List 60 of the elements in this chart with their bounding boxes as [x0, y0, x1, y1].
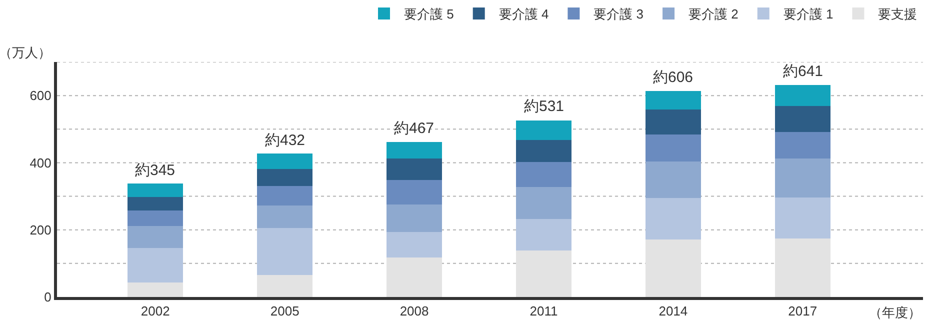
bar	[645, 198, 701, 240]
bar	[774, 238, 830, 297]
bar	[257, 274, 313, 297]
bar	[645, 162, 701, 198]
x-tick-label: 2017	[788, 304, 818, 319]
bar	[386, 180, 442, 204]
bar	[516, 219, 572, 251]
total-label: 約467	[394, 120, 434, 137]
x-tick-label: 2014	[658, 304, 688, 319]
bar	[257, 205, 313, 228]
bar	[774, 158, 830, 198]
total-label: 約606	[653, 69, 694, 86]
bar	[257, 228, 313, 275]
legend-label: 要介護 5	[404, 6, 454, 22]
bar	[128, 210, 184, 226]
bar	[516, 186, 572, 220]
legend-label: 要介護 3	[594, 6, 644, 22]
y-tick-label: 200	[30, 222, 52, 238]
bar	[386, 232, 442, 258]
bar	[516, 120, 572, 140]
total-label: 約531	[524, 98, 564, 115]
bar	[645, 134, 701, 162]
bar	[128, 248, 184, 283]
bar	[774, 197, 830, 239]
bar	[516, 250, 572, 297]
total-label: 約432	[265, 132, 306, 149]
y-tick-label: 0	[44, 290, 52, 305]
bar	[774, 132, 830, 158]
y-tick-label: 600	[30, 88, 52, 104]
x-tick-label: 2008	[400, 304, 429, 319]
bar	[645, 109, 701, 135]
x-tick-label: 2011	[530, 304, 558, 319]
bar	[516, 140, 572, 162]
total-label: 約641	[783, 63, 824, 80]
y-axis-title: （万人）	[0, 45, 51, 60]
bar	[128, 226, 184, 248]
total-label: 約345	[135, 162, 176, 179]
legend-label: 要介護 4	[498, 6, 549, 22]
bar	[257, 154, 313, 170]
x-axis-title: （年度）	[869, 305, 921, 320]
bar	[386, 258, 442, 297]
bar	[516, 162, 572, 187]
bar	[645, 90, 701, 110]
bar	[128, 184, 184, 197]
bar	[257, 169, 313, 186]
legend-label: 要介護 2	[688, 6, 738, 22]
bar	[128, 196, 184, 211]
legend-label: 要支援	[878, 6, 918, 22]
x-tick-label: 2002	[140, 304, 170, 319]
bar	[774, 84, 830, 106]
bar	[386, 158, 442, 180]
bar	[645, 240, 701, 297]
bar	[386, 142, 442, 159]
bar	[128, 282, 184, 297]
bar	[386, 204, 442, 232]
bar	[257, 186, 313, 206]
legend-label: 要介護 1	[783, 6, 834, 22]
y-tick-label: 400	[30, 155, 52, 170]
bar	[774, 106, 830, 132]
x-tick-label: 2005	[270, 304, 300, 319]
